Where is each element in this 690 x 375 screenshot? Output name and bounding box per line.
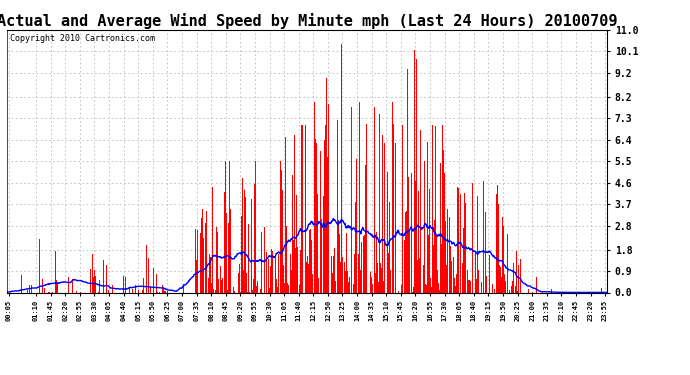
Title: Actual and Average Wind Speed by Minute mph (Last 24 Hours) 20100709: Actual and Average Wind Speed by Minute … — [0, 13, 618, 29]
Text: Copyright 2010 Cartronics.com: Copyright 2010 Cartronics.com — [10, 34, 155, 43]
